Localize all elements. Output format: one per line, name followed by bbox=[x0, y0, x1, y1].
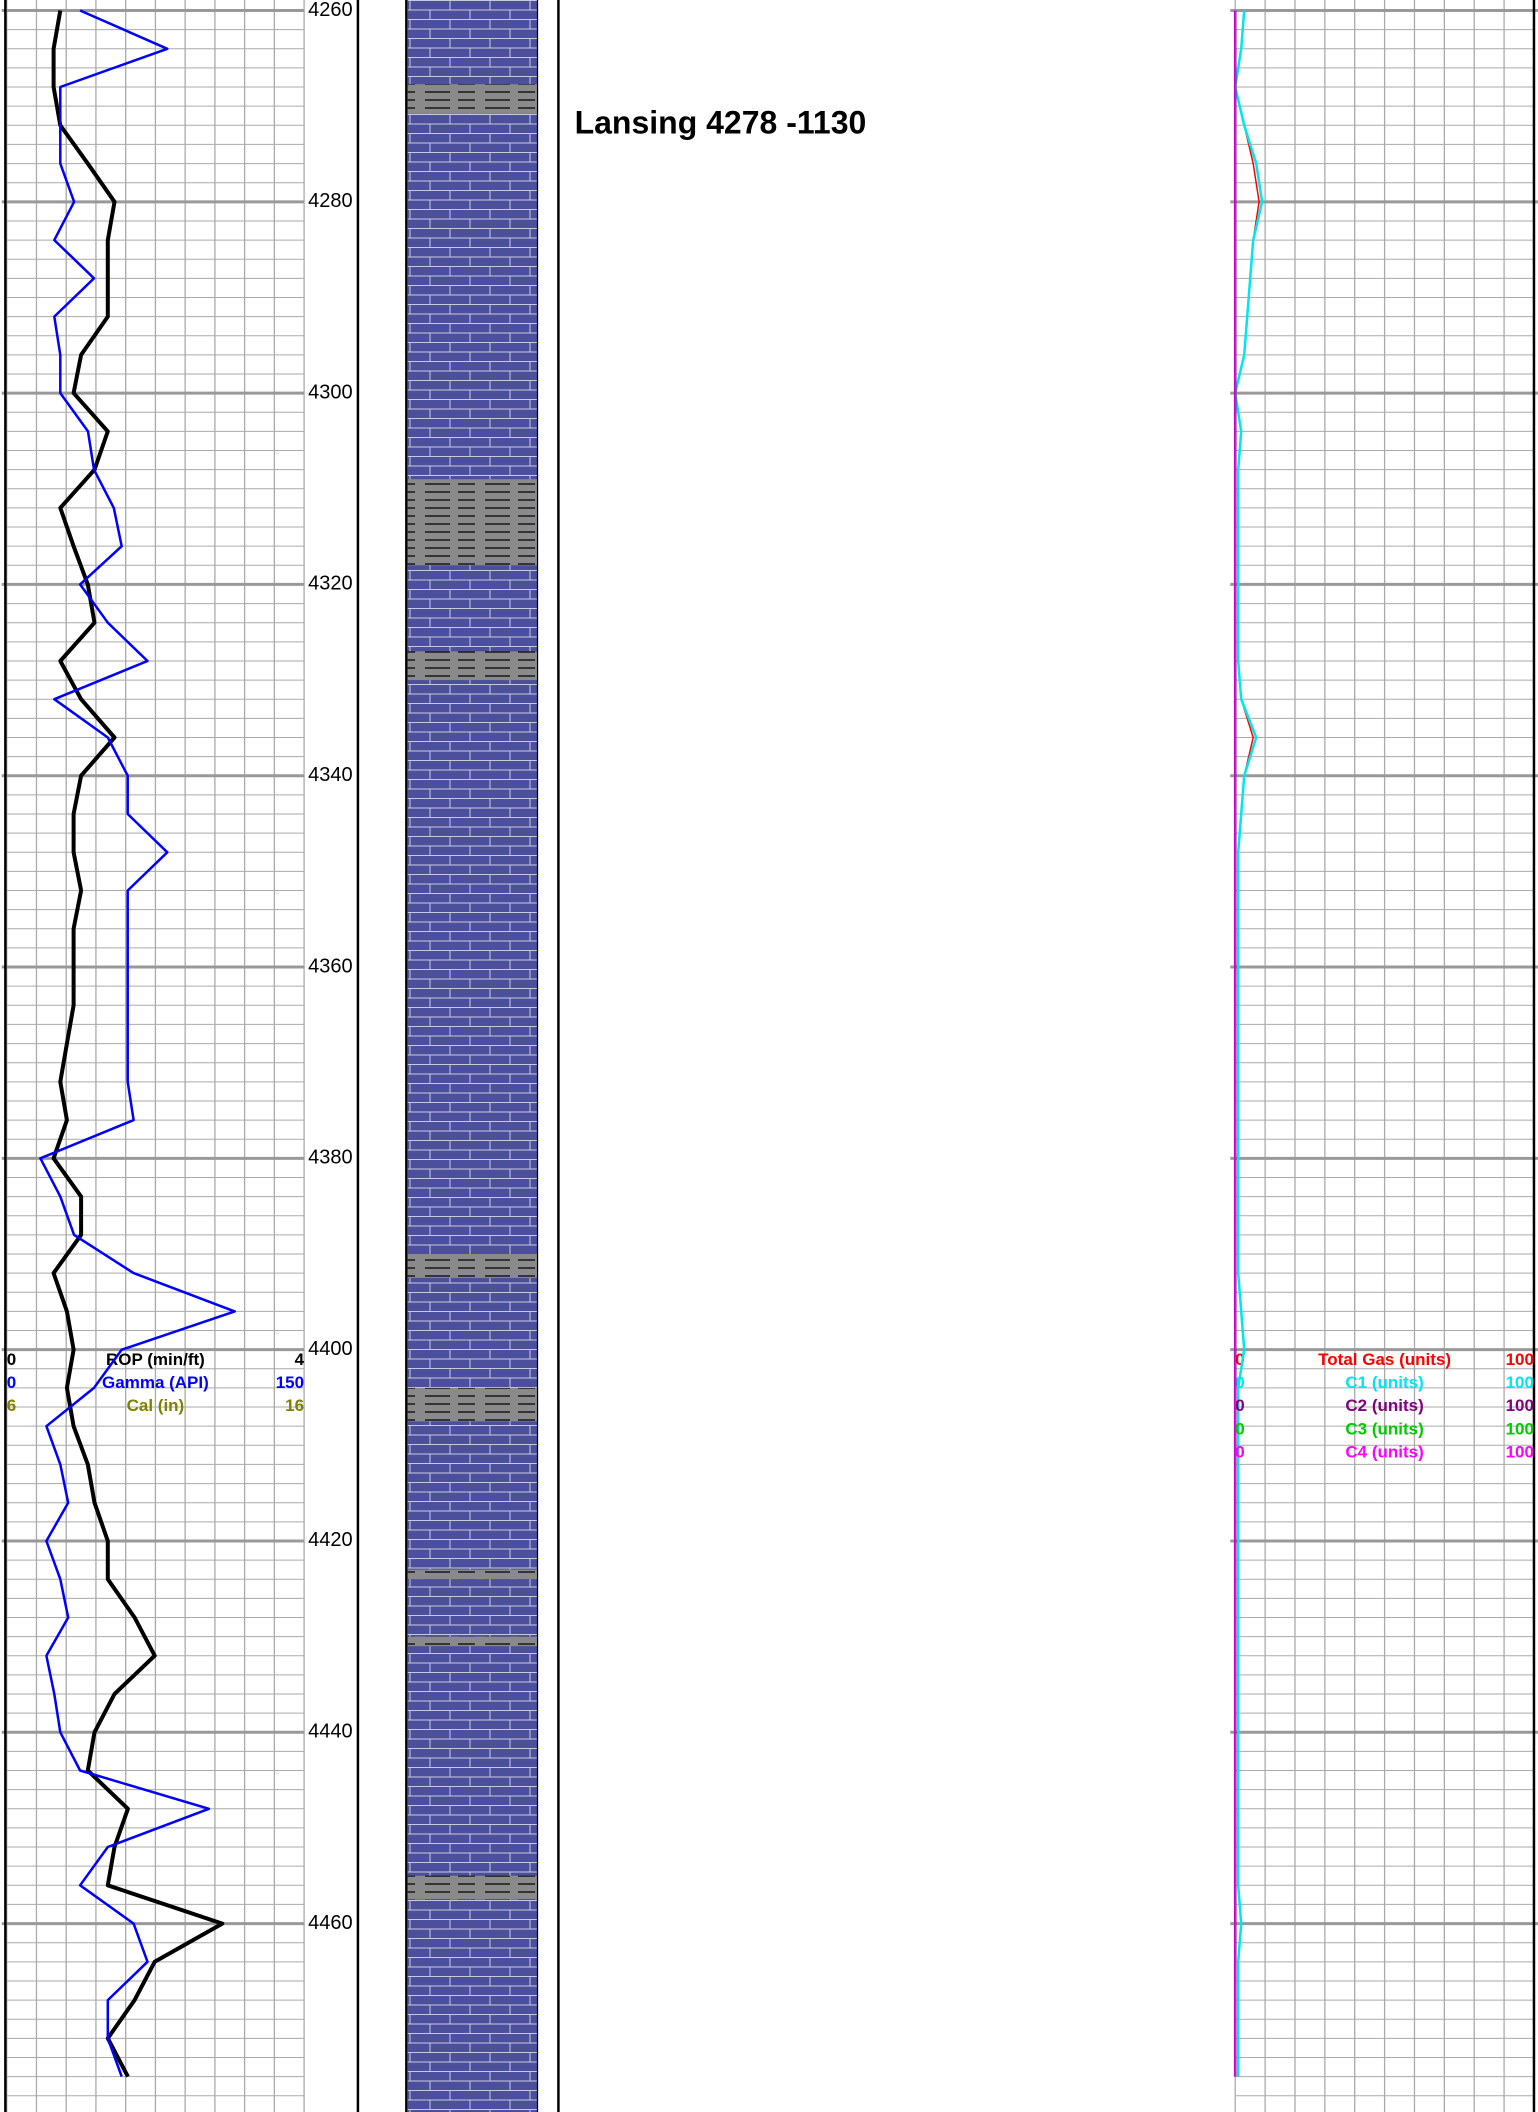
scale-max: 150 bbox=[276, 1373, 304, 1392]
scale-max: 100 bbox=[1506, 1419, 1534, 1438]
scale-max: 4 bbox=[295, 1350, 305, 1369]
depth-label: 4440 bbox=[308, 1721, 353, 1743]
depth-label: 4380 bbox=[308, 1147, 353, 1169]
log-curve bbox=[51, 10, 225, 2078]
depth-label: 4340 bbox=[308, 764, 353, 786]
depth-label: 4460 bbox=[308, 1912, 353, 1934]
scale-max: 100 bbox=[1506, 1396, 1534, 1415]
curve-name: Gamma (API) bbox=[102, 1373, 209, 1392]
scale-max: 16 bbox=[285, 1396, 304, 1415]
shale-band bbox=[407, 84, 537, 114]
depth-label: 4280 bbox=[308, 190, 353, 212]
scale-min: 0 bbox=[1235, 1396, 1244, 1415]
scale-min: 0 bbox=[1235, 1419, 1244, 1438]
shale-band bbox=[407, 1636, 537, 1647]
curve-name: Cal (in) bbox=[127, 1396, 185, 1415]
shale-band bbox=[407, 1569, 537, 1580]
scale-max: 100 bbox=[1506, 1442, 1534, 1461]
curve-name: ROP (min/ft) bbox=[106, 1350, 205, 1369]
depth-label: 4300 bbox=[308, 381, 353, 403]
scale-min: 0 bbox=[7, 1373, 16, 1392]
shale-band bbox=[407, 1875, 537, 1900]
depth-label: 4360 bbox=[308, 955, 353, 977]
scale-min: 6 bbox=[7, 1396, 16, 1415]
curve-name: C2 (units) bbox=[1345, 1396, 1423, 1415]
log-curve bbox=[39, 9, 236, 2078]
depth-label: 4400 bbox=[308, 1338, 353, 1360]
shale-band bbox=[407, 1387, 537, 1422]
scale-max: 100 bbox=[1506, 1373, 1534, 1392]
curve-name: C1 (units) bbox=[1345, 1373, 1423, 1392]
curve-name: Total Gas (units) bbox=[1318, 1350, 1451, 1369]
formation-top: Lansing 4278 -1130 bbox=[575, 105, 867, 141]
scale-min: 0 bbox=[1235, 1373, 1244, 1392]
depth-label: 4260 bbox=[308, 0, 353, 21]
scale-min: 0 bbox=[1235, 1350, 1244, 1369]
scale-max: 100 bbox=[1506, 1350, 1534, 1369]
depth-label: 4320 bbox=[308, 573, 353, 595]
scale-min: 0 bbox=[7, 1350, 16, 1369]
depth-label: 4420 bbox=[308, 1529, 353, 1551]
shale-band bbox=[407, 1254, 537, 1278]
curve-name: C3 (units) bbox=[1345, 1419, 1423, 1438]
scale-min: 0 bbox=[1235, 1442, 1244, 1461]
shale-band bbox=[407, 651, 537, 681]
curve-name: C4 (units) bbox=[1345, 1442, 1423, 1461]
limestone bbox=[407, 0, 537, 2112]
shale-band bbox=[407, 479, 537, 566]
log-curve bbox=[1233, 10, 1264, 2077]
